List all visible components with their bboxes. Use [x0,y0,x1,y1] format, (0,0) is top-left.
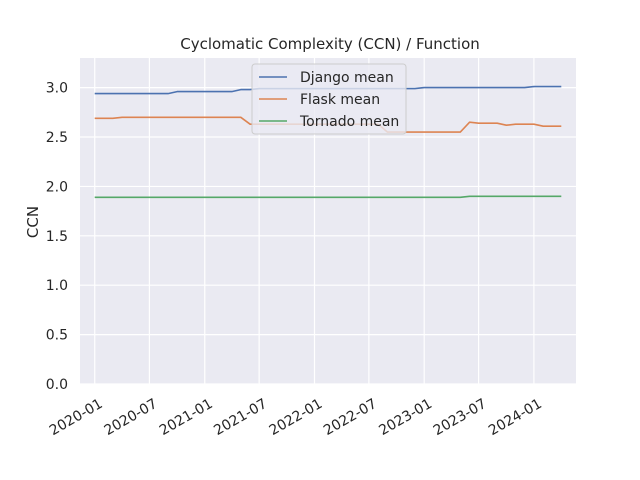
x-axis: 2020-012020-072021-012021-072022-012022-… [47,396,545,439]
legend-label: Django mean [300,70,394,86]
x-tick-label: 2023-07 [431,396,490,439]
x-tick-label: 2023-01 [376,396,435,439]
x-tick-label: 2022-01 [267,396,326,439]
series-line-tornado-mean [94,195,562,199]
x-tick-label: 2024-01 [486,396,545,439]
x-tick-label: 2022-07 [321,396,380,439]
y-tick-label: 3.0 [46,81,68,97]
x-tick-label: 2020-07 [102,396,161,439]
x-tick-label: 2020-01 [47,396,106,439]
legend-label: Flask mean [300,92,380,108]
chart-title: Cyclomatic Complexity (CCN) / Function [180,35,480,53]
y-tick-label: 1.0 [46,278,68,294]
x-tick-label: 2021-01 [157,396,216,439]
y-tick-label: 1.5 [46,229,68,245]
legend: Django mean Flask mean Tornado mean [251,63,407,135]
y-tick-label: 0.5 [46,328,68,344]
y-axis: 0.0 0.5 1.0 1.5 2.0 2.5 3.0 [46,81,68,393]
y-tick-label: 0.0 [46,377,68,393]
y-axis-label: CCN [24,206,42,238]
legend-label: Tornado mean [299,114,399,130]
grid [80,58,576,385]
y-tick-label: 2.5 [46,130,68,146]
legend-box [251,63,407,135]
series-line-flask-mean [94,116,562,133]
x-tick-label: 2021-07 [211,396,270,439]
y-tick-label: 2.0 [46,179,68,195]
